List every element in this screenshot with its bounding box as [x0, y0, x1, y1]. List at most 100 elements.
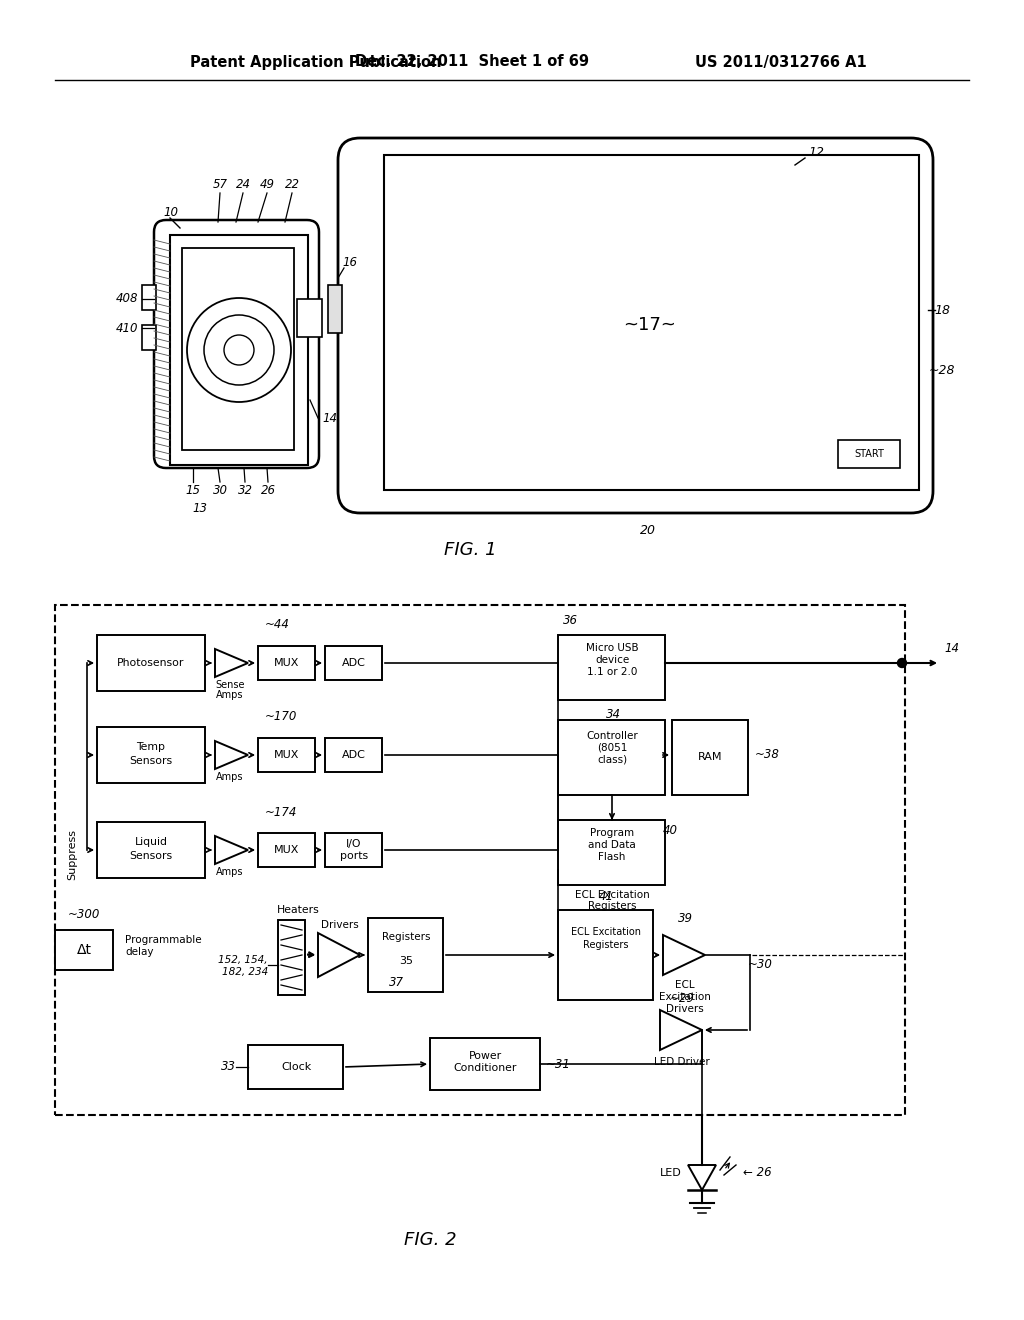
Text: 408: 408 — [116, 293, 138, 305]
Text: Clock: Clock — [281, 1063, 311, 1072]
Bar — [55, 931, 113, 970]
Bar — [262, 334, 276, 348]
Text: Micro USB: Micro USB — [586, 643, 638, 653]
Text: ~38: ~38 — [755, 748, 780, 762]
Text: 34: 34 — [605, 709, 621, 722]
Text: Sensors: Sensors — [129, 756, 173, 766]
Bar — [258, 738, 315, 772]
Text: 41: 41 — [598, 890, 613, 903]
Text: Suppress: Suppress — [67, 829, 77, 880]
Text: 32: 32 — [238, 483, 253, 496]
Text: 182, 234: 182, 234 — [222, 968, 268, 977]
Text: Registers: Registers — [382, 932, 430, 942]
Text: ~28: ~28 — [929, 363, 955, 376]
Bar — [558, 909, 653, 1001]
Text: ~17~: ~17~ — [624, 315, 677, 334]
Bar — [142, 325, 156, 350]
Bar — [558, 635, 665, 700]
Text: LED: LED — [660, 1168, 682, 1177]
Polygon shape — [688, 1166, 716, 1191]
Text: Amps: Amps — [216, 690, 244, 700]
Text: 39: 39 — [678, 912, 692, 925]
Text: LED Driver: LED Driver — [654, 1057, 710, 1067]
Text: Dec. 22, 2011  Sheet 1 of 69: Dec. 22, 2011 Sheet 1 of 69 — [355, 54, 589, 70]
Text: Temp: Temp — [136, 742, 166, 752]
Text: device: device — [595, 655, 629, 665]
Text: MUX: MUX — [274, 845, 300, 855]
Text: 10: 10 — [163, 206, 178, 219]
Text: 49: 49 — [259, 178, 274, 191]
Text: Drivers: Drivers — [667, 1005, 703, 1014]
Bar — [297, 300, 322, 337]
Text: ports: ports — [340, 851, 368, 861]
Text: ~174: ~174 — [265, 805, 297, 818]
Text: MUX: MUX — [274, 750, 300, 760]
Text: 22: 22 — [285, 178, 299, 191]
Text: 14: 14 — [944, 642, 959, 655]
Bar — [384, 154, 919, 490]
Text: class): class) — [597, 755, 627, 766]
Text: ~300: ~300 — [68, 908, 100, 921]
Bar — [325, 738, 382, 772]
Text: 30: 30 — [213, 483, 227, 496]
Bar — [248, 1045, 343, 1089]
Text: Drivers: Drivers — [322, 920, 358, 931]
Text: delay: delay — [125, 946, 154, 957]
Text: Registers: Registers — [588, 902, 636, 911]
Text: 37: 37 — [388, 977, 403, 990]
Text: 33: 33 — [221, 1060, 236, 1073]
Text: 1.1 or 2.0: 1.1 or 2.0 — [587, 667, 637, 677]
Text: 36: 36 — [562, 615, 578, 627]
Bar — [142, 285, 156, 310]
Text: MUX: MUX — [274, 657, 300, 668]
Text: 20: 20 — [640, 524, 656, 536]
Text: FIG. 2: FIG. 2 — [403, 1232, 457, 1249]
Text: Heaters: Heaters — [276, 906, 319, 915]
Text: 13: 13 — [193, 502, 208, 515]
Text: Registers: Registers — [584, 940, 629, 950]
Text: ECL Excitation: ECL Excitation — [574, 890, 649, 900]
Text: 152, 154,: 152, 154, — [218, 954, 268, 965]
Text: START: START — [854, 449, 884, 459]
Circle shape — [187, 298, 291, 403]
Text: ADC: ADC — [342, 657, 366, 668]
Text: I/O: I/O — [346, 840, 361, 849]
Text: 410: 410 — [116, 322, 138, 334]
Text: 18: 18 — [934, 304, 950, 317]
Text: ~30: ~30 — [748, 958, 772, 972]
Text: RAM: RAM — [697, 752, 722, 762]
Bar — [325, 833, 382, 867]
Bar — [97, 822, 205, 878]
Text: 40: 40 — [663, 824, 678, 837]
Text: Program: Program — [590, 828, 634, 838]
Text: ← 26: ← 26 — [742, 1167, 771, 1180]
Bar — [558, 719, 665, 795]
Bar — [838, 440, 900, 469]
Bar — [325, 645, 382, 680]
Text: Patent Application Publication: Patent Application Publication — [190, 54, 441, 70]
Bar — [182, 248, 294, 450]
Text: 16: 16 — [342, 256, 357, 268]
Bar — [55, 605, 905, 1115]
Text: Sense: Sense — [215, 680, 245, 690]
Text: Controller: Controller — [586, 731, 638, 741]
Bar — [278, 920, 305, 995]
Text: Flash: Flash — [598, 851, 626, 862]
Text: Programmable: Programmable — [125, 935, 202, 945]
Text: Sensors: Sensors — [129, 851, 173, 861]
Text: 15: 15 — [185, 483, 201, 496]
Text: Δt: Δt — [77, 942, 91, 957]
Text: 12: 12 — [808, 147, 824, 160]
Text: FIG. 1: FIG. 1 — [443, 541, 497, 558]
Text: Power: Power — [468, 1051, 502, 1061]
Text: 24: 24 — [236, 178, 251, 191]
Text: Amps: Amps — [216, 867, 244, 876]
Bar — [97, 635, 205, 690]
FancyBboxPatch shape — [338, 139, 933, 513]
Text: and Data: and Data — [588, 840, 636, 850]
Text: 57: 57 — [213, 178, 227, 191]
Text: Excitation: Excitation — [659, 993, 711, 1002]
Bar — [368, 917, 443, 993]
Bar — [430, 1038, 540, 1090]
Bar — [170, 235, 308, 465]
